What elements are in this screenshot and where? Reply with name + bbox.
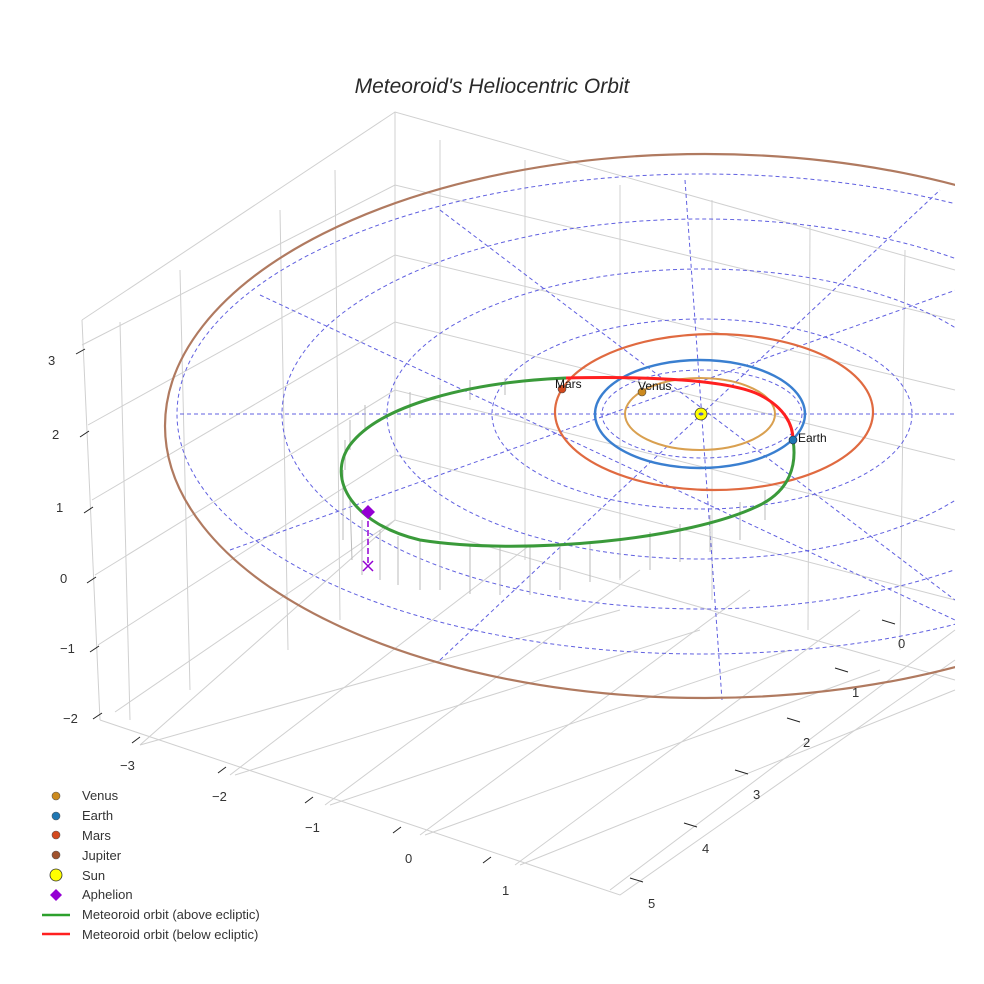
venus-label: Venus <box>638 379 671 393</box>
x-tick: −2 <box>212 789 227 804</box>
meteoroid-orbit-below <box>565 376 795 441</box>
y-axis <box>629 619 896 883</box>
y-tick: 4 <box>702 841 709 856</box>
mars-orbit <box>553 332 875 492</box>
x-tick: −1 <box>305 820 320 835</box>
legend-item-earth[interactable]: Earth <box>36 806 260 826</box>
legend: Venus Earth Mars Jupiter Sun Aphelion Me… <box>36 786 260 944</box>
aphelion-projection-x <box>362 560 374 572</box>
y-tick: 0 <box>898 636 905 651</box>
earth-orbit <box>593 358 807 470</box>
z-axis <box>75 348 103 720</box>
earth-marker <box>788 435 798 445</box>
z-tick: −1 <box>60 641 75 656</box>
y-tick: 1 <box>852 685 859 700</box>
z-tick: 2 <box>52 427 59 442</box>
venus-marker <box>637 387 647 397</box>
legend-item-mars[interactable]: Mars <box>36 826 260 846</box>
sun-core <box>698 412 704 416</box>
x-tick: 0 <box>405 851 412 866</box>
legend-item-orbit-above[interactable]: Meteoroid orbit (above ecliptic) <box>42 907 260 923</box>
x-tick: 1 <box>502 883 509 898</box>
mars-label: Mars <box>555 377 582 391</box>
z-tick: 0 <box>60 571 67 586</box>
x-tick: −3 <box>120 758 135 773</box>
y-tick: 5 <box>648 896 655 911</box>
earth-label: Earth <box>798 431 827 445</box>
jupiter-orbit <box>164 152 955 700</box>
y-tick: 3 <box>753 787 760 802</box>
z-tick: −2 <box>63 711 78 726</box>
y-tick: 2 <box>803 735 810 750</box>
ecliptic-polar-grid <box>176 173 955 701</box>
chart-title: Meteoroid's Heliocentric Orbit <box>354 75 630 98</box>
z-tick: 1 <box>56 500 63 515</box>
aphelion-marker <box>361 505 375 519</box>
mars-marker <box>557 384 567 394</box>
legend-item-aphelion[interactable]: Aphelion <box>36 885 260 905</box>
venus-orbit <box>624 377 776 451</box>
z-tick: 3 <box>48 353 55 368</box>
legend-item-sun[interactable]: Sun <box>36 865 260 885</box>
grid-panes <box>81 111 956 896</box>
legend-item-orbit-below[interactable]: Meteoroid orbit (below ecliptic) <box>42 926 259 942</box>
legend-item-venus[interactable]: Venus <box>36 786 260 806</box>
x-axis <box>131 736 492 864</box>
meteoroid-orbit-above <box>339 376 796 548</box>
legend-item-jupiter[interactable]: Jupiter <box>36 845 260 865</box>
